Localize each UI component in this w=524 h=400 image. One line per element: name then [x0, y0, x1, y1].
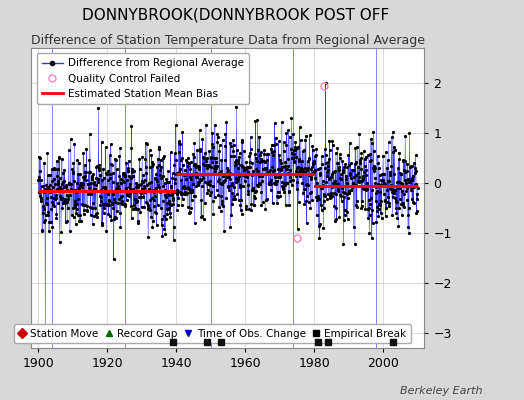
Title: Difference of Station Temperature Data from Regional Average: Difference of Station Temperature Data f…: [31, 34, 425, 47]
Text: DONNYBROOK(DONNYBROOK POST OFF: DONNYBROOK(DONNYBROOK POST OFF: [82, 8, 389, 23]
Text: Berkeley Earth: Berkeley Earth: [400, 386, 482, 396]
Legend: Station Move, Record Gap, Time of Obs. Change, Empirical Break: Station Move, Record Gap, Time of Obs. C…: [14, 324, 411, 343]
